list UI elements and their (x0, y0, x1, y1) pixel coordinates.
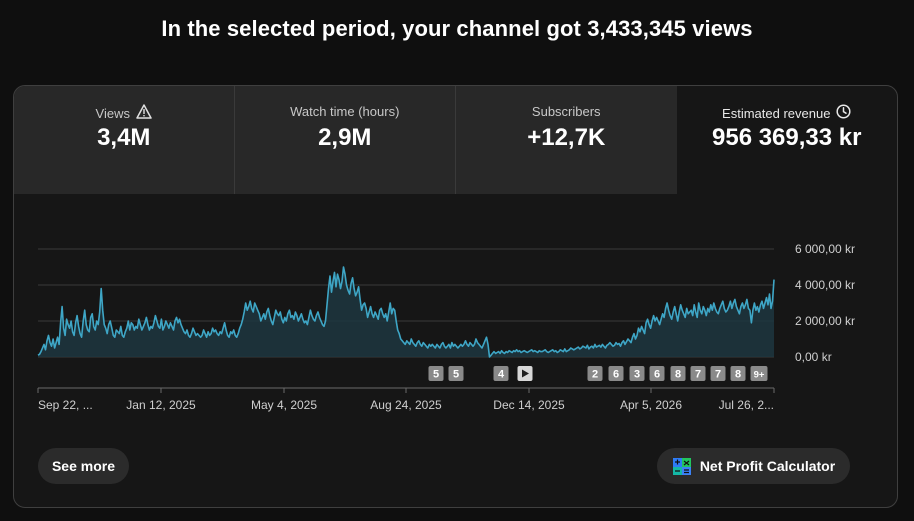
milestone-badge-label: 7 (695, 369, 701, 381)
calculator-logo-icon (672, 456, 692, 476)
x-tick-label: Aug 24, 2025 (370, 398, 442, 412)
milestone-badge (629, 366, 645, 381)
y-tick-label: 2 000,00 kr (795, 314, 855, 328)
milestone-badge (493, 366, 509, 381)
x-tick-label: Sep 22, ... (38, 398, 93, 412)
milestone-badge-label: 5 (433, 369, 439, 381)
metric-label: Watch time (hours) (290, 104, 400, 119)
milestone-badge (750, 366, 768, 381)
metric-tab-subscribers[interactable]: Subscribers +12,7K (456, 86, 677, 194)
metric-tab-estimated-revenue[interactable]: Estimated revenue 956 369,33 kr (677, 86, 898, 194)
metric-tab-views[interactable]: Views 3,4M (14, 86, 235, 194)
milestone-badge (730, 366, 746, 381)
metric-value: +12,7K (527, 124, 606, 151)
milestone-badge-label: 6 (654, 369, 660, 381)
milestone-badge-label: 2 (592, 369, 598, 381)
milestone-badge-label: 4 (498, 369, 505, 381)
metric-label: Subscribers (531, 104, 601, 119)
milestone-badge-label: 8 (675, 369, 681, 381)
net-profit-calculator-button[interactable]: Net Profit Calculator (657, 448, 850, 484)
metric-label: Estimated revenue (722, 105, 831, 121)
milestone-badge (690, 366, 706, 381)
metric-tab-watch-time[interactable]: Watch time (hours) 2,9M (234, 86, 456, 194)
milestone-badge (428, 366, 444, 381)
y-tick-label: 4 000,00 kr (795, 278, 855, 292)
milestone-badge-label: 9+ (754, 370, 765, 381)
milestone-badge (649, 366, 665, 381)
page-headline: In the selected period, your channel got… (161, 16, 753, 41)
milestone-badge (670, 366, 686, 381)
milestone-badge (587, 366, 603, 381)
warning-icon (136, 104, 152, 122)
metric-label: Views (95, 105, 130, 121)
net-profit-label: Net Profit Calculator (699, 458, 836, 474)
see-more-label: See more (51, 458, 116, 474)
x-tick-label: Jan 12, 2025 (126, 398, 196, 412)
milestone-badge-label: 3 (634, 369, 640, 381)
y-tick-label: 6 000,00 kr (795, 242, 855, 256)
metrics-row: Views 3,4M Watch time (hours) 2,9M Subsc… (14, 86, 897, 194)
milestone-badge (448, 366, 464, 381)
x-tick-label: May 4, 2025 (251, 398, 317, 412)
milestone-badge-label: 5 (453, 369, 459, 381)
milestone-badge-label: 8 (735, 369, 741, 381)
x-tick-label: Apr 5, 2026 (620, 398, 682, 412)
revenue-series-line (37, 266, 775, 358)
revenue-chart: 6 000,00 kr 4 000,00 kr 2 000,00 kr 0,00 kr… (37, 242, 855, 412)
clock-icon (836, 104, 852, 122)
x-tick-label: Jul 26, 2... (719, 398, 774, 412)
x-tick-label: Dec 14, 2025 (493, 398, 565, 412)
milestone-badge (710, 366, 726, 381)
revenue-area (38, 267, 774, 357)
play-icon (522, 369, 529, 378)
metric-value: 956 369,33 kr (712, 124, 862, 151)
y-tick-label: 0,00 kr (795, 350, 832, 364)
metric-value: 2,9M (318, 124, 372, 151)
milestone-badge-label: 6 (613, 369, 619, 381)
analytics-card: Views 3,4M Watch time (hours) 2,9M Subsc… (13, 85, 898, 508)
milestone-badge (608, 366, 624, 381)
milestone-badge-label: 7 (715, 369, 721, 381)
metric-value: 3,4M (97, 124, 151, 151)
see-more-button[interactable]: See more (38, 448, 129, 484)
